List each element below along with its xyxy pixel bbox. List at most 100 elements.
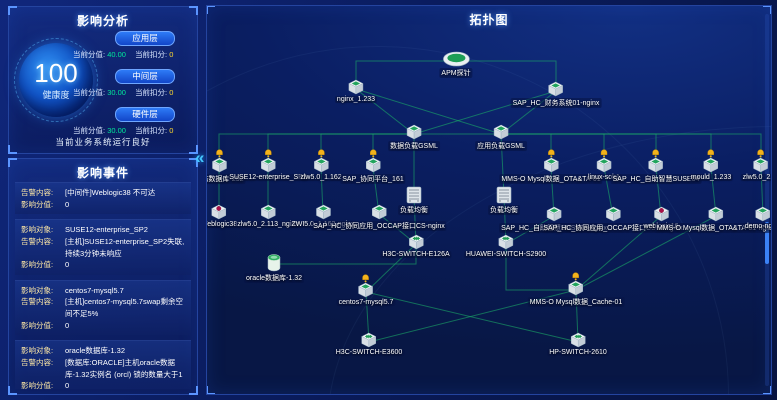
node-label: SUSE12-enterprise_SP2: [227, 174, 309, 181]
event-item[interactable]: 影响对象: oracle数据库-1.32 告警内容: [数据库:ORACLE]主…: [15, 340, 191, 389]
node-label: 数据负载GSML: [388, 141, 440, 151]
alarm-bell-icon: [571, 272, 580, 281]
node-label: mould_1.233: [688, 174, 734, 181]
server-cube-icon: [568, 280, 584, 296]
deduct-value: 0: [169, 126, 174, 135]
topology-node-domo[interactable]: demo-nginx: [742, 206, 771, 230]
alarm-bell-icon: [361, 274, 370, 283]
deduct-label: 当前扣分:: [135, 88, 168, 97]
alarm-bell-icon: [706, 149, 715, 158]
deduct-label: 当前扣分:: [135, 50, 168, 59]
alert-server-icon: [211, 204, 227, 220]
topology-node-mmscache[interactable]: MMS-O Mysql数据_Cache-01: [527, 272, 625, 307]
layer-badge[interactable]: 应用层: [115, 31, 175, 46]
topology-node-hp2610[interactable]: HP-SWITCH-2610: [547, 332, 609, 356]
event-target-label: 影响对象:: [21, 285, 54, 295]
event-alert-label: 告警内容:: [21, 357, 54, 367]
event-item[interactable]: 影响对象: centos7-mysql5.7 告警内容: [主机]centos7…: [15, 279, 191, 336]
topology-node-mould[interactable]: mould_1.233: [688, 149, 734, 181]
collapse-sidebar-handle[interactable]: «: [195, 148, 205, 167]
alarm-bell-icon: [264, 149, 273, 158]
topology-node-sap161[interactable]: SAP_协同平台_161: [340, 149, 406, 184]
event-score-label: 影响分值:: [21, 199, 54, 209]
node-label: zlw5.0_1.162: [298, 174, 344, 181]
layer-badge[interactable]: 中间层: [115, 69, 175, 84]
topology-node-hw2900[interactable]: HUAWEI-SWITCH-S2900: [463, 234, 549, 258]
topology-node-hubR[interactable]: 应用负载GSML: [475, 124, 527, 151]
score-value: 40.00: [107, 50, 126, 59]
score-label: 当前分值:: [73, 88, 106, 97]
topology-node-weblogic38[interactable]: Weblogic38: [207, 204, 240, 228]
topology-node-sapfin[interactable]: SAP_HC_财务系统01-nginx: [510, 81, 602, 108]
events-list: 影响对象: 告警内容: [中间件]Weblogic38 不可达 影响分值: 0 …: [15, 182, 191, 389]
event-alert-row: 告警内容: [中间件]Weblogic38 不可达: [21, 187, 185, 199]
event-score-row: 影响分值: 0: [21, 320, 185, 332]
topology-node-zlw21[interactable]: zlw5.0_2.11: [740, 149, 771, 181]
topology-node-hubL[interactable]: 数据负载GSML: [388, 124, 440, 151]
topology-node-oracle132[interactable]: oracle数据库-1.32: [243, 254, 305, 283]
node-label: SAP_HC_财务系统01-nginx: [510, 98, 602, 108]
node-label: oracle数据库-1.32: [243, 273, 305, 283]
topology-scrollbar[interactable]: [765, 14, 769, 386]
server-cube-icon: [543, 157, 559, 173]
topology-panel: 拓扑图 APM探针 nginx_1.233 SAP_HC_财务系统01-nginx 数…: [206, 5, 772, 395]
server-cube-icon: [708, 206, 724, 222]
event-target-row: 影响对象: SUSE12-enterprise_SP2: [21, 224, 185, 236]
server-cube-icon: [548, 81, 564, 97]
health-score: 100: [34, 57, 78, 88]
node-label: H3C-SWITCH-E126A: [380, 251, 452, 258]
topology-node-centosmysql[interactable]: centos7-mysql5.7: [336, 274, 396, 306]
apm-node-icon: [442, 51, 470, 67]
server-cube-icon: [358, 282, 374, 298]
node-label: APM探针: [439, 68, 473, 78]
event-alert-label: 告警内容:: [21, 188, 54, 197]
node-label: zlw5.0_2.113_nginx: [235, 221, 301, 228]
switch-icon: [498, 234, 514, 250]
node-label: centos7-mysql5.7: [336, 299, 396, 306]
switch-icon: [361, 332, 377, 348]
event-alert-value: [数据库:ORACLE]主机oracle数据库-1.32实例名 (orcl) 锁…: [65, 357, 183, 379]
layer-badge[interactable]: 硬件层: [115, 107, 175, 122]
event-score-value: 0: [65, 199, 70, 209]
event-target-value: oracle数据库-1.32: [65, 346, 126, 356]
server-cube-icon: [703, 157, 719, 173]
topology-node-nginx233[interactable]: nginx_1.233: [334, 79, 378, 103]
topology-node-zlw113n[interactable]: zlw5.0_2.113_nginx: [235, 204, 301, 228]
layer-row: 应用层 当前分值: 40.00 当前扣分: 0: [73, 31, 195, 60]
node-label: HP-SWITCH-2610: [547, 349, 609, 356]
topology-node-h3c126[interactable]: H3C-SWITCH-E126A: [380, 234, 452, 258]
server-cube-icon: [260, 204, 276, 220]
event-target-row: 影响对象: centos7-mysql5.7: [21, 285, 185, 297]
event-target-label: 影响对象:: [21, 225, 54, 235]
deduct-value: 0: [169, 88, 174, 97]
event-item[interactable]: 影响对象: SUSE12-enterprise_SP2 告警内容: [主机]SU…: [15, 219, 191, 275]
health-gauge: 100 健康度: [14, 38, 98, 122]
event-alert-label: 告警内容:: [21, 297, 54, 307]
event-item[interactable]: 影响对象: 告警内容: [中间件]Weblogic38 不可达 影响分值: 0: [15, 182, 191, 215]
event-alert-row: 告警内容: [数据库:ORACLE]主机oracle数据库-1.32实例名 (o…: [21, 357, 185, 380]
topology-node-rackL[interactable]: 负载均衡: [398, 186, 430, 215]
scrollbar-thumb[interactable]: [765, 222, 769, 265]
event-score-label: 影响分值:: [21, 381, 54, 389]
layer-score-line: 当前分值: 30.00 当前扣分: 0: [73, 87, 195, 98]
topology-node-apm[interactable]: APM探针: [439, 51, 473, 78]
score-label: 当前分值:: [73, 50, 106, 59]
node-label: SAP_协同平台_161: [340, 174, 406, 184]
event-target-row: 影响对象: oracle数据库-1.32: [21, 345, 185, 357]
node-label: SAP_HC_协同应用_OCCAP接口CS-nginx: [311, 221, 447, 231]
server-cube-icon: [371, 204, 387, 220]
topology-node-suse12[interactable]: SUSE12-enterprise_SP2: [227, 149, 309, 181]
server-cube-icon: [605, 206, 621, 222]
topology-node-h3c3600[interactable]: H3C-SWITCH-E3600: [333, 332, 405, 356]
event-score-value: 0: [65, 381, 70, 389]
event-target-value: centos7-mysql5.7: [65, 285, 124, 295]
node-label: MMS-O Mysql数据_Cache-01: [527, 297, 625, 307]
event-target-label: 影响对象:: [21, 346, 54, 356]
server-cube-icon: [260, 157, 276, 173]
health-label: 健康度: [42, 89, 70, 100]
server-cube-icon: [493, 124, 509, 140]
node-label: 静态数据库-252: [207, 174, 246, 184]
topology-node-zlw162[interactable]: zlw5.0_1.162: [298, 149, 344, 181]
server-cube-icon: [648, 157, 664, 173]
event-alert-label: 告警内容:: [21, 236, 54, 246]
